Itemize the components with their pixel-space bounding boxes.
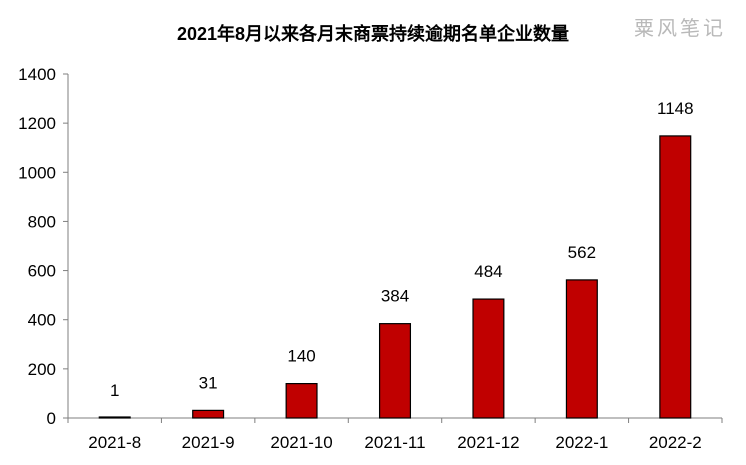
x-category-label: 2022-1 xyxy=(555,433,608,452)
labels: 1 2021-8 31 2021-9 140 2021-10 384 2021-11 484 20… xyxy=(88,99,702,452)
data-label: 1 xyxy=(110,381,119,400)
data-label: 31 xyxy=(199,373,218,392)
x-category-label: 2021-10 xyxy=(270,433,332,452)
bar-2021-11 xyxy=(378,323,412,419)
bar-2021-12 xyxy=(472,298,505,419)
x-category-label: 2021-8 xyxy=(88,433,141,452)
y-tick-label: 0 xyxy=(47,409,56,428)
y-tick-label: 1000 xyxy=(18,163,56,182)
data-label: 384 xyxy=(381,287,409,306)
chart-title: 2021年8月以来各月末商票持续逾期名单企业数量 xyxy=(176,24,570,44)
bar-2021-9 xyxy=(192,409,225,419)
y-tick-label: 200 xyxy=(28,360,56,379)
bar-2021-8 xyxy=(98,416,131,419)
data-label: 484 xyxy=(474,262,502,281)
y-tick-label: 800 xyxy=(28,212,56,231)
bar-2022-2 xyxy=(659,135,692,419)
watermark-text: 粟风笔记 xyxy=(634,16,726,40)
bar-2021-10 xyxy=(285,383,318,419)
x-category-label: 2021-12 xyxy=(457,433,519,452)
data-label: 562 xyxy=(568,243,596,262)
y-tick-label: 1400 xyxy=(18,65,56,84)
axes: 0 200 400 600 800 1000 1200 1400 xyxy=(18,65,723,428)
data-label: 140 xyxy=(287,347,315,366)
data-label: 1148 xyxy=(657,99,694,118)
bar-2022-1 xyxy=(565,279,598,419)
y-tick-label: 1200 xyxy=(18,114,56,133)
y-tick-label: 400 xyxy=(28,311,56,330)
x-category-label: 2022-2 xyxy=(649,433,702,452)
bars xyxy=(98,135,692,419)
x-category-label: 2021-9 xyxy=(182,433,235,452)
y-tick-label: 600 xyxy=(28,262,56,281)
x-category-label: 2021-11 xyxy=(364,433,425,452)
